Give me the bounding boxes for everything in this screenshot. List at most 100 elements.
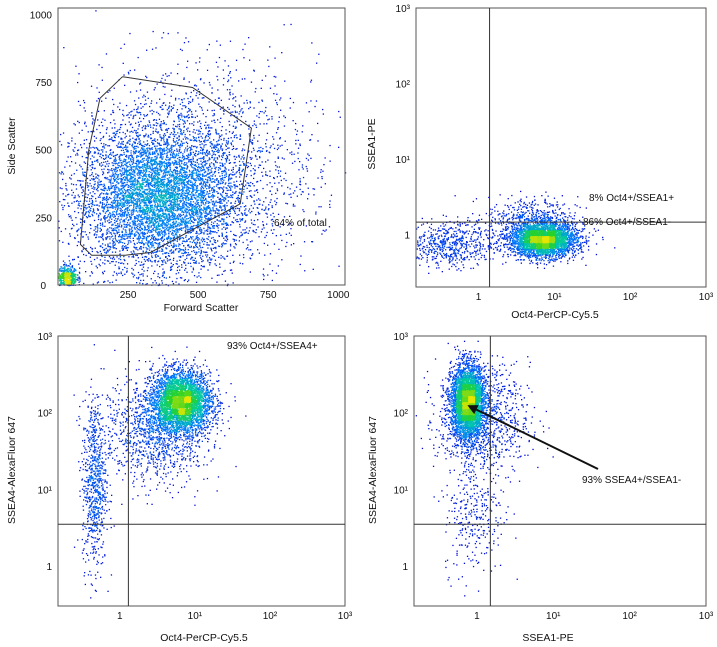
data-point [242,169,244,171]
data-point [261,150,263,152]
data-point [265,150,268,152]
data-point [260,231,263,233]
data-point [144,225,146,227]
data-point [224,171,226,173]
data-point [151,172,153,174]
data-point [108,135,111,137]
data-point [143,145,146,148]
data-point [129,69,131,72]
data-point [162,123,164,125]
data-point [202,186,204,188]
data-point [157,243,159,245]
data-point [194,116,196,119]
data-point [144,125,146,127]
data-point [280,109,282,111]
data-point [123,211,125,213]
data-point [227,142,229,144]
data-point [222,171,224,173]
data-point [109,221,111,224]
data-point [216,150,218,152]
data-point [208,137,211,139]
data-point [186,155,188,157]
data-point [206,149,209,152]
data-point [136,282,138,284]
data-point [91,263,93,265]
data-point [178,215,180,217]
data-point [196,236,198,239]
data-point [129,232,131,234]
data-point [288,193,290,196]
data-point [219,200,221,203]
data-point [212,191,214,194]
data-point [138,239,140,241]
data-point [221,175,223,177]
data-point [248,230,250,232]
data-point [232,131,234,133]
data-point [207,202,209,204]
data-point [140,143,142,145]
data-point [79,272,81,274]
data-point [189,232,191,234]
data-point [119,221,121,223]
data-point [122,161,124,163]
data-point [89,151,92,153]
data-point [98,179,100,181]
data-point [209,134,211,136]
data-point [165,73,167,75]
data-point [248,190,251,192]
data-point [97,227,99,229]
data-point [141,151,143,153]
data-point [137,180,140,183]
data-point [125,245,127,247]
data-point [244,209,246,212]
data-point [193,167,195,169]
data-point [193,137,196,139]
data-point [78,180,81,182]
data-point [84,123,86,125]
data-point [148,120,150,122]
data-point [254,165,256,167]
data-point [126,142,128,144]
data-point [212,190,215,192]
data-point [265,173,267,176]
data-point [136,254,138,257]
data-point [121,246,123,248]
data-point [121,247,123,249]
data-point [92,211,94,213]
data-point [181,49,183,52]
data-point [128,184,130,187]
data-point [238,214,240,216]
data-point [202,183,204,185]
data-point [148,200,151,202]
data-point [157,255,160,257]
data-point [163,207,166,209]
data-point [205,136,207,138]
data-point [301,166,303,168]
data-point [180,200,183,202]
data-point [209,258,211,260]
data-point [181,145,183,147]
data-point [85,139,88,141]
data-point [111,140,114,142]
data-point [217,151,219,154]
data-point [171,89,173,91]
data-point [133,242,135,245]
data-point [132,240,135,242]
data-point [122,269,124,271]
data-point [96,251,98,253]
data-point [166,143,168,145]
data-point [106,260,109,262]
data-point [163,238,166,240]
data-point [237,194,239,197]
data-point [230,224,232,226]
data-point [182,204,185,206]
data-point [193,90,195,92]
data-point [120,185,122,187]
data-point [169,230,171,233]
data-point [213,202,216,205]
data-point [192,229,195,232]
data-point [184,116,186,119]
data-point [90,224,92,226]
data-point [164,210,167,212]
data-point [203,180,205,183]
